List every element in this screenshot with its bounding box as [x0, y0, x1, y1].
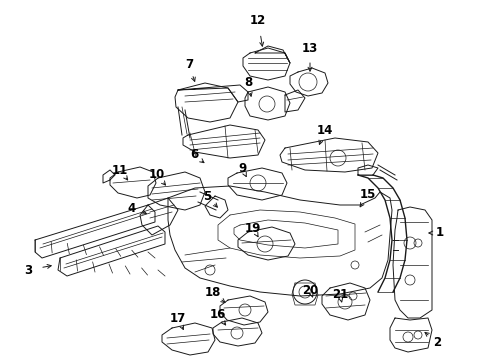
Text: 13: 13: [302, 41, 318, 54]
Text: 21: 21: [332, 288, 348, 302]
Text: 11: 11: [112, 163, 128, 176]
Text: 14: 14: [317, 123, 333, 136]
Text: 15: 15: [360, 189, 376, 202]
Text: 3: 3: [24, 264, 32, 276]
Text: 18: 18: [205, 287, 221, 300]
Text: 16: 16: [210, 309, 226, 321]
Text: 19: 19: [245, 221, 261, 234]
Text: 6: 6: [190, 148, 198, 162]
Text: 4: 4: [128, 202, 136, 215]
Text: 17: 17: [170, 311, 186, 324]
Text: 5: 5: [203, 189, 211, 202]
Text: 10: 10: [149, 168, 165, 181]
Text: 8: 8: [244, 77, 252, 90]
Text: 7: 7: [185, 58, 193, 72]
Text: 2: 2: [433, 336, 441, 348]
Text: 12: 12: [250, 13, 266, 27]
Text: 20: 20: [302, 284, 318, 297]
Text: 1: 1: [436, 226, 444, 239]
Text: 9: 9: [238, 162, 246, 175]
